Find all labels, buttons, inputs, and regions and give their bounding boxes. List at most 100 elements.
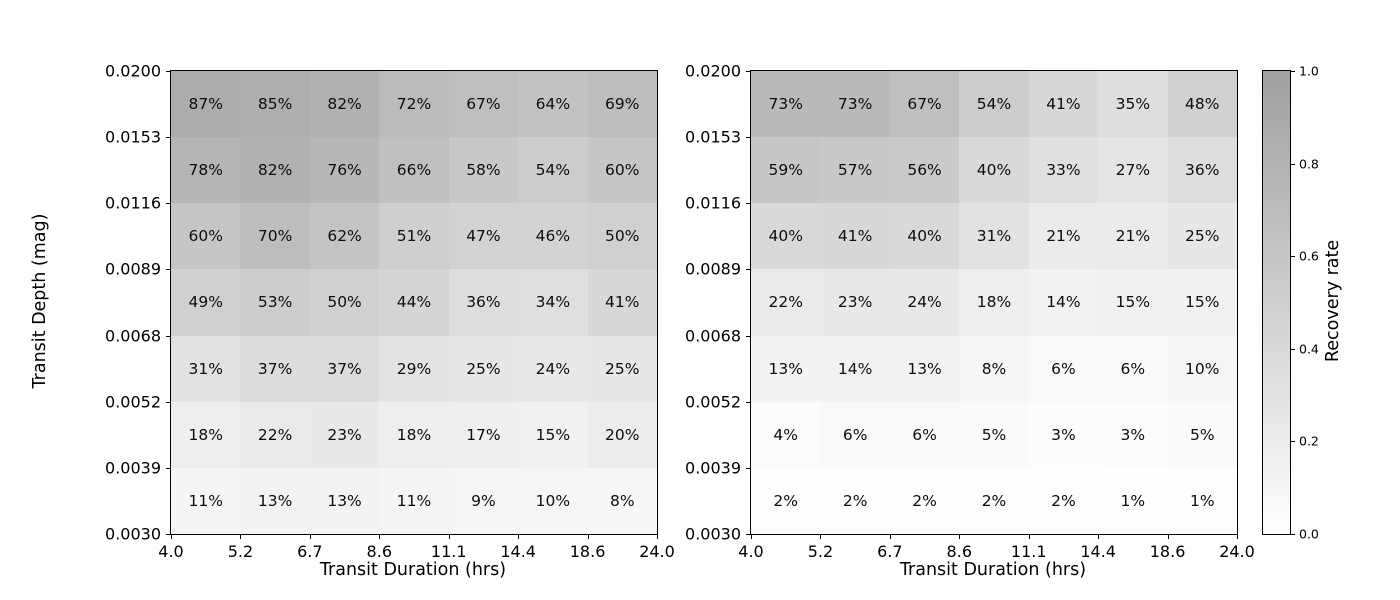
heatmap-cell: 23% <box>820 269 890 336</box>
y-tick-mark <box>166 137 171 139</box>
heatmap-cell: 29% <box>379 335 449 402</box>
y-tick-mark <box>166 269 171 271</box>
x-tick-mark <box>518 534 520 539</box>
x-tick-mark <box>1237 534 1238 539</box>
heatmap-cell: 87% <box>171 71 241 138</box>
x-tick-mark <box>448 534 450 539</box>
x-tick-mark <box>1167 534 1169 539</box>
colorbar-tick-mark <box>1291 256 1295 258</box>
x-axis-label-left: Transit Duration (hrs) <box>319 560 507 580</box>
heatmap-cell: 2% <box>889 467 960 534</box>
y-tick-label: 0.0116 <box>105 193 161 213</box>
x-tick-mark <box>889 534 891 539</box>
heatmap-cell: 13% <box>309 467 380 534</box>
heatmap-cell: 73% <box>751 71 821 138</box>
heatmap-cell: 34% <box>518 269 588 336</box>
heatmap-cell: 2% <box>1028 467 1099 534</box>
y-tick-label: 0.0030 <box>685 524 741 544</box>
heatmap-cell: 33% <box>1028 137 1099 204</box>
heatmap-cell: 60% <box>171 203 241 270</box>
colorbar-tick-mark <box>1291 71 1295 72</box>
heatmap-cell: 57% <box>820 137 890 204</box>
x-tick-mark <box>379 534 381 539</box>
heatmap-cell: 2% <box>959 467 1029 534</box>
heatmap-cell: 27% <box>1098 137 1168 204</box>
heatmap-cell: 6% <box>1098 335 1168 402</box>
x-tick-label: 8.6 <box>946 542 973 561</box>
heatmap-cell: 82% <box>309 71 380 138</box>
colorbar-tick-label: 1.0 <box>1299 63 1319 79</box>
heatmap-cell: 64% <box>518 71 588 138</box>
heatmap-cell: 41% <box>587 269 657 336</box>
heatmap-cell: 11% <box>171 467 241 534</box>
heatmap-cell: 66% <box>379 137 449 204</box>
heatmap-cell: 6% <box>1028 335 1099 402</box>
heatmap-cell: 48% <box>1167 71 1237 138</box>
y-tick-label: 0.0052 <box>105 392 161 412</box>
heatmap-cell: 40% <box>751 203 821 270</box>
heatmap-cell: 82% <box>240 137 310 204</box>
heatmap-cell: 62% <box>309 203 380 270</box>
heatmap-cells-right: 73% 73% 67% 54% 41% 35% 48% 59% 57% 56% 40% 33% 27% 3… <box>751 71 1237 534</box>
y-axis-label: Transit Depth (mag) <box>30 213 50 389</box>
x-tick-mark <box>657 534 658 539</box>
heatmap-cell: 1% <box>1098 467 1168 534</box>
y-tick-mark <box>746 137 751 139</box>
x-tick-label: 5.2 <box>807 542 834 561</box>
y-tick-mark <box>166 335 171 337</box>
x-tick-label: 8.6 <box>366 542 393 561</box>
heatmap-cell: 18% <box>959 269 1029 336</box>
y-tick-label: 0.0089 <box>685 259 741 279</box>
heatmap-cell: 14% <box>820 335 890 402</box>
x-tick-label: 11.1 <box>430 542 467 561</box>
y-tick-label: 0.0200 <box>685 61 741 81</box>
heatmap-cell: 21% <box>1098 203 1168 270</box>
x-tick-mark <box>171 534 172 539</box>
y-tick-label: 0.0200 <box>105 61 161 81</box>
x-tick-mark <box>751 534 752 539</box>
heatmap-cell: 10% <box>1167 335 1237 402</box>
heatmap-cell: 10% <box>518 467 588 534</box>
heatmap-cell: 8% <box>959 335 1029 402</box>
x-tick-label: 14.4 <box>1080 542 1116 561</box>
y-tick-mark <box>746 269 751 271</box>
heatmap-cell: 24% <box>889 269 960 336</box>
colorbar-tick-mark <box>1291 534 1295 535</box>
y-tick-label: 0.0039 <box>105 458 161 478</box>
heatmap-cell: 53% <box>240 269 310 336</box>
heatmap-cell: 50% <box>309 269 380 336</box>
colorbar-tick-label: 0.0 <box>1299 526 1319 542</box>
heatmap-cell: 22% <box>240 401 310 468</box>
heatmap-cell: 73% <box>820 71 890 138</box>
x-tick-mark <box>959 534 961 539</box>
heatmap-cell: 15% <box>1098 269 1168 336</box>
y-tick-mark <box>166 534 171 535</box>
heatmap-cell: 24% <box>518 335 588 402</box>
colorbar: 1.0 0.8 0.6 0.4 0.2 0.0 <box>1262 64 1319 542</box>
x-tick-label: 4.0 <box>738 542 764 561</box>
heatmap-cell: 3% <box>1098 401 1168 468</box>
heatmap-cell: 50% <box>587 203 657 270</box>
colorbar-tick-label: 0.4 <box>1299 341 1319 357</box>
heatmap-cell: 6% <box>889 401 960 468</box>
y-tick-mark <box>166 467 171 469</box>
heatmap-cell: 17% <box>448 401 519 468</box>
y-tick-label: 0.0052 <box>685 392 741 412</box>
heatmap-cell: 25% <box>448 335 519 402</box>
x-tick-mark <box>1098 534 1100 539</box>
x-tick-label: 18.6 <box>569 542 606 561</box>
heatmap-cell: 40% <box>959 137 1029 204</box>
y-tick-label: 0.0089 <box>105 259 161 279</box>
heatmap-cell: 58% <box>448 137 519 204</box>
heatmap-cell: 49% <box>171 269 241 336</box>
y-tick-mark <box>166 71 171 72</box>
heatmap-cell: 11% <box>379 467 449 534</box>
heatmap-cell: 18% <box>379 401 449 468</box>
heatmap-cell: 67% <box>448 71 519 138</box>
x-tick-mark <box>587 534 589 539</box>
heatmap-cell: 14% <box>1028 269 1099 336</box>
heatmap-cell: 37% <box>309 335 380 402</box>
y-tick-mark <box>746 534 751 535</box>
heatmap-cell: 22% <box>751 269 821 336</box>
